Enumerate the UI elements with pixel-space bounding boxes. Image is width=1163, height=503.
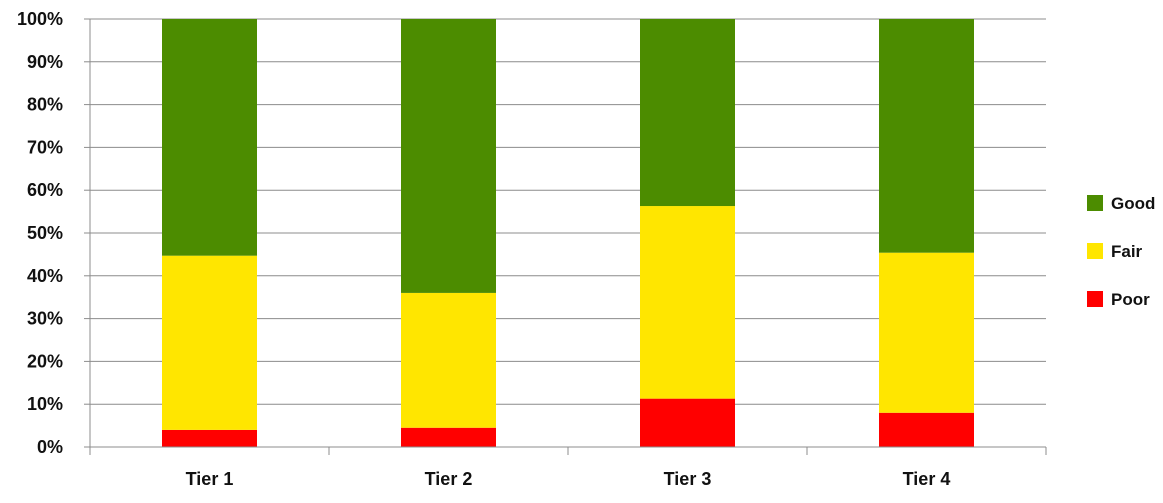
- y-tick-label: 100%: [17, 9, 63, 29]
- y-tick-label: 50%: [27, 223, 63, 243]
- legend-swatch-good: [1087, 195, 1103, 211]
- y-tick-label: 80%: [27, 95, 63, 115]
- y-tick-label: 0%: [37, 437, 63, 457]
- bar-poor-tier-3: [640, 398, 735, 447]
- bar-good-tier-4: [879, 19, 974, 253]
- bar-good-tier-2: [401, 19, 496, 293]
- y-tick-label: 90%: [27, 52, 63, 72]
- legend: Good Fair Poor: [1087, 194, 1155, 309]
- bar-fair-tier-1: [162, 255, 257, 430]
- bar-poor-tier-2: [401, 427, 496, 447]
- legend-label-poor: Poor: [1111, 290, 1150, 309]
- x-category-label: Tier 4: [903, 469, 951, 489]
- bar-fair-tier-2: [401, 292, 496, 428]
- x-category-label: Tier 3: [664, 469, 712, 489]
- axes: 0% 10% 20% 30% 40% 50% 60% 70% 80% 90% 100% Tier 1 T…: [17, 9, 1047, 489]
- bar-poor-tier-4: [879, 412, 974, 447]
- bar-good-tier-1: [162, 19, 257, 256]
- bar-fair-tier-4: [879, 252, 974, 413]
- y-tick-label: 10%: [27, 394, 63, 414]
- legend-swatch-fair: [1087, 243, 1103, 259]
- bar-fair-tier-3: [640, 206, 735, 399]
- bars: [162, 19, 974, 447]
- bar-poor-tier-1: [162, 429, 257, 447]
- legend-label-good: Good: [1111, 194, 1155, 213]
- y-tick-label: 20%: [27, 351, 63, 371]
- bar-good-tier-3: [640, 19, 735, 207]
- legend-swatch-poor: [1087, 291, 1103, 307]
- y-tick-label: 30%: [27, 309, 63, 329]
- legend-label-fair: Fair: [1111, 242, 1143, 261]
- x-category-label: Tier 1: [186, 469, 234, 489]
- y-tick-label: 70%: [27, 137, 63, 157]
- y-tick-label: 40%: [27, 266, 63, 286]
- x-category-label: Tier 2: [425, 469, 473, 489]
- y-tick-label: 60%: [27, 180, 63, 200]
